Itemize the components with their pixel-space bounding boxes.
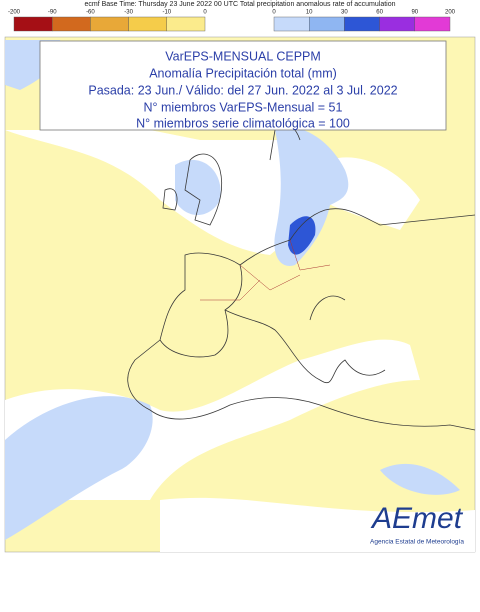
title-box: VarEPS-MENSUAL CEPPM Anomalía Precipitac… — [39, 40, 447, 131]
logo: AEmet Agencia Estatal de Meteorología — [370, 502, 464, 546]
header: ecmf Base Time: Thursday 23 June 2022 00… — [84, 1, 395, 8]
colorbar-swatch — [344, 16, 380, 32]
colorbar-swatch — [166, 16, 206, 32]
colorbar-label: 10 — [306, 10, 313, 16]
colorbar-label: -60 — [86, 10, 95, 16]
colorbar-label: 60 — [376, 10, 383, 16]
logo-name: AEmet — [370, 502, 464, 535]
colorbar-label: 0 — [203, 10, 207, 16]
colorbar-swatch — [128, 16, 168, 32]
title-line: VarEPS-MENSUAL CEPPM — [165, 49, 321, 63]
colorbar-swatch — [414, 16, 451, 32]
colorbar-label: 0 — [272, 10, 276, 16]
colorbar-label: 30 — [341, 10, 348, 16]
colorbar-swatch — [52, 16, 91, 32]
logo-subtitle: Agencia Estatal de Meteorología — [370, 539, 464, 546]
colorbar-swatch — [13, 16, 53, 32]
colorbar-label: -30 — [124, 10, 133, 16]
colorbar-swatch — [379, 16, 416, 32]
colorbar-label: -10 — [162, 10, 171, 16]
colorbar-label: -90 — [48, 10, 57, 16]
title-line: Anomalía Precipitación total (mm) — [149, 66, 337, 80]
colorbar-label: -200 — [8, 10, 21, 16]
colorbar-label: 90 — [411, 10, 418, 16]
title-line: N° miembros serie climatológica = 100 — [136, 116, 350, 130]
title-line: Pasada: 23 Jun./ Válido: del 27 Jun. 202… — [88, 83, 397, 97]
colorbar-swatch — [90, 16, 129, 32]
colorbar: -200 -90 -60 -30 -10 0 0 10 30 60 90 200 — [8, 10, 456, 32]
colorbar-swatch — [273, 16, 310, 32]
title-line: N° miembros VarEPS-Mensual = 51 — [144, 100, 343, 114]
colorbar-swatch — [309, 16, 345, 32]
colorbar-label: 200 — [445, 10, 456, 16]
